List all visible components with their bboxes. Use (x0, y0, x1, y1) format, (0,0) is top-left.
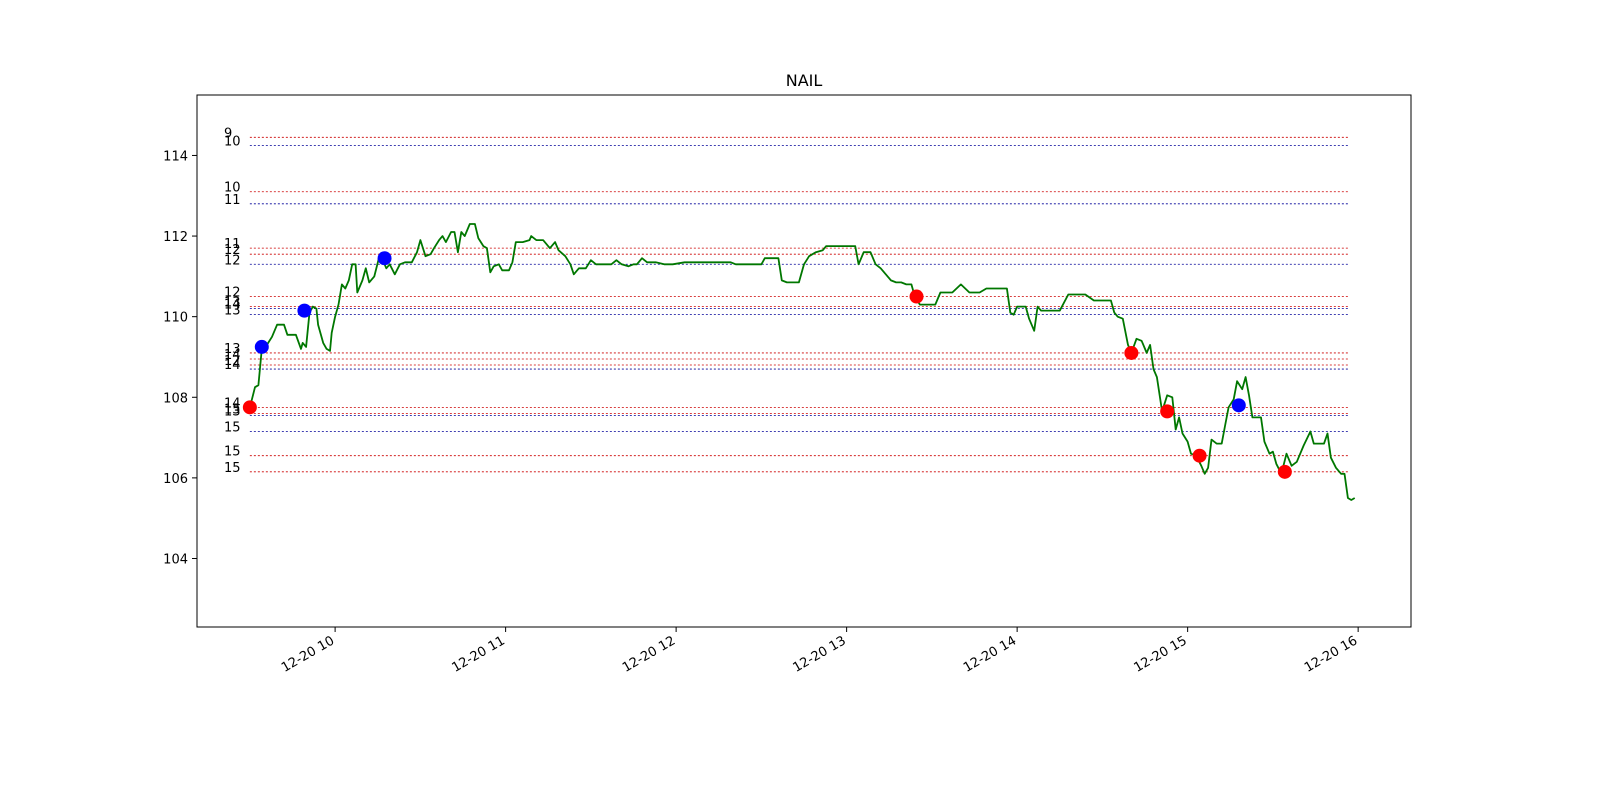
y-tick-label: 108 (163, 391, 188, 406)
level-label: 13 (224, 296, 241, 311)
y-tick-label: 114 (163, 149, 188, 164)
level-label: 13 (224, 404, 241, 419)
y-tick-label: 104 (163, 552, 188, 567)
level-label: 10 (224, 134, 241, 149)
level-label: 12 (224, 243, 241, 258)
level-label: 15 (224, 461, 241, 476)
level-label: 14 (224, 358, 241, 373)
buy-marker (377, 251, 392, 266)
sell-marker (909, 289, 924, 304)
x-axis: 12-20 10 12-20 11 12-20 12 12-20 13 12-20 14… (279, 627, 1360, 676)
x-tick-label: 12-20 12 (620, 633, 678, 675)
price-line (249, 223, 1356, 501)
level-label: 15 (224, 402, 241, 417)
sell-marker (242, 400, 257, 415)
level-label: 13 (224, 304, 241, 319)
buy-marker (1231, 398, 1246, 413)
level-label: 14 (224, 348, 241, 363)
sell-marker (1124, 345, 1139, 360)
level-label: 14 (224, 396, 241, 411)
trade-markers (242, 251, 1292, 479)
chart-title: NAIL (786, 71, 823, 90)
y-tick-label: 106 (163, 472, 188, 487)
level-label: 12 (224, 354, 241, 369)
sell-marker (1160, 404, 1175, 419)
y-tick-label: 110 (163, 311, 188, 326)
x-tick-label: 12-20 14 (961, 633, 1019, 675)
level-label: 14 (224, 298, 241, 313)
price-series (249, 223, 1356, 501)
sell-marker (1192, 448, 1207, 463)
plot-frame (196, 94, 1412, 628)
x-tick-label: 12-20 15 (1132, 633, 1190, 675)
x-tick-label: 12-20 16 (1302, 633, 1360, 675)
level-label: 10 (224, 181, 241, 196)
x-tick-label: 12-20 13 (791, 633, 849, 675)
y-axis: 104 106 108 110 112 114 (163, 149, 197, 567)
x-tick-label: 12-20 10 (279, 633, 337, 675)
level-label: 12 (224, 253, 241, 268)
level-label: 15 (224, 421, 241, 436)
buy-marker (297, 303, 312, 318)
level-label: 11 (224, 193, 241, 208)
y-tick-label: 112 (163, 230, 188, 245)
x-tick-label: 12-20 11 (449, 633, 507, 675)
level-label: 12 (224, 286, 241, 301)
level-label: 15 (224, 445, 241, 460)
level-label: 9 (224, 126, 232, 141)
sell-marker (1277, 464, 1292, 479)
level-label: 11 (224, 237, 241, 252)
buy-marker (254, 339, 269, 354)
level-label: 13 (224, 342, 241, 357)
